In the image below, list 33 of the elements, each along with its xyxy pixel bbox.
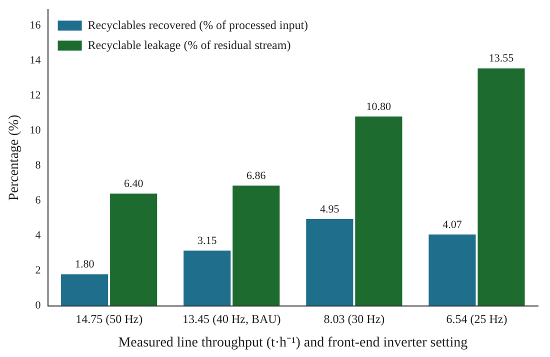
y-tick-label: 2 bbox=[35, 264, 41, 277]
data-label: 1.80 bbox=[74, 258, 95, 271]
y-tick-label: 0 bbox=[35, 300, 42, 312]
bar bbox=[184, 250, 231, 306]
legend-label: Recyclables recovered (% of processed input) bbox=[88, 18, 308, 32]
data-label: 3.15 bbox=[197, 234, 218, 247]
bar bbox=[110, 194, 158, 306]
bar bbox=[61, 274, 108, 306]
x-tick-label: 6.54 (25 Hz) bbox=[446, 312, 508, 326]
y-tick-label: 12 bbox=[30, 89, 41, 102]
y-tick-label: 6 bbox=[35, 194, 42, 207]
data-label: 6.40 bbox=[124, 178, 144, 190]
bar bbox=[306, 219, 354, 306]
bar bbox=[478, 68, 525, 306]
bar bbox=[232, 186, 280, 306]
data-label: 6.86 bbox=[246, 170, 266, 182]
bar bbox=[355, 116, 402, 306]
y-tick-label: 14 bbox=[30, 54, 42, 66]
y-tick-label: 10 bbox=[30, 124, 42, 136]
x-tick-label: 8.03 (30 Hz) bbox=[324, 312, 385, 326]
x-tick-label: 13.45 (40 Hz, BAU) bbox=[182, 312, 281, 326]
y-tick-label: 16 bbox=[30, 19, 42, 32]
y-axis-title: Percentage (%) bbox=[7, 114, 22, 201]
legend-label: Recyclable leakage (% of residual stream) bbox=[88, 38, 291, 52]
bar bbox=[428, 234, 476, 306]
x-axis-title: Measured line throughput (t·h⁻¹) and front-end inverter setting bbox=[118, 335, 468, 350]
y-tick-label: 8 bbox=[35, 159, 42, 172]
data-label: 4.95 bbox=[320, 203, 340, 216]
data-label: 4.07 bbox=[442, 218, 462, 231]
x-tick-label: 14.75 (50 Hz) bbox=[76, 312, 143, 326]
y-tick-label: 4 bbox=[35, 230, 42, 242]
data-label: 13.55 bbox=[488, 52, 514, 65]
data-label: 10.80 bbox=[366, 100, 392, 113]
